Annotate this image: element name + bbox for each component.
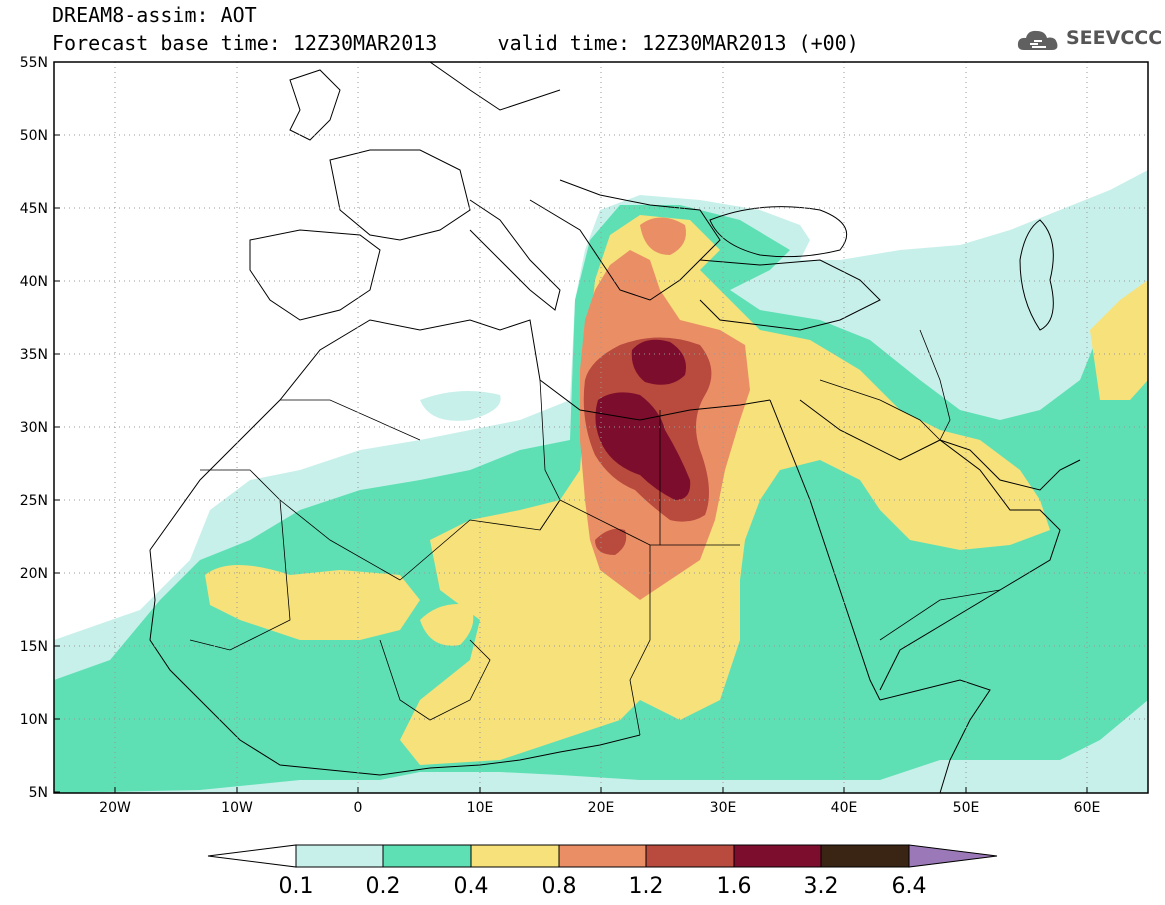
aot-region-0.4 xyxy=(400,215,1050,765)
lon-label: 30E xyxy=(710,800,737,816)
coastline-arabia xyxy=(799,399,1061,691)
coastline-iberia xyxy=(249,229,381,321)
colorbar-bin xyxy=(733,844,822,868)
colorbar-bin xyxy=(382,844,472,868)
logo-text: SEEVCCC xyxy=(1066,27,1163,49)
colorbar-bin xyxy=(820,844,910,868)
lat-label: 10N xyxy=(20,712,48,728)
longitude-labels: 20W 10W 0 10E 20E 30E 40E 50E 60E xyxy=(99,800,1100,816)
coastline-turkey xyxy=(699,259,881,331)
map-title: DREAM8-assim: AOT xyxy=(52,3,257,27)
aot-region-0.4-saharan xyxy=(205,565,420,640)
lat-label: 40N xyxy=(20,274,48,290)
coastline-red-sea xyxy=(769,399,881,701)
coastline-west-africa xyxy=(149,549,641,776)
aot-region-1.6-libya xyxy=(595,392,691,500)
lat-label: 5N xyxy=(29,785,48,801)
aot-region-1.2-south xyxy=(595,528,627,555)
colorbar-tick-label: 0.2 xyxy=(366,874,401,899)
colorbar-under-arrow xyxy=(207,844,297,868)
colorbar-bin xyxy=(470,844,560,868)
border-chad-sudan xyxy=(629,545,651,736)
axis-ticks xyxy=(54,61,1088,793)
valid-time-label: valid time: 12Z30MAR2013 (+00) xyxy=(497,31,859,55)
border-nigeria xyxy=(379,639,491,721)
aot-region-0.1-north xyxy=(420,391,501,421)
colorbar-tick-label: 1.6 xyxy=(717,874,752,899)
aot-region-0.4-central xyxy=(420,604,474,646)
coastline-north-africa xyxy=(149,319,771,551)
latitude-labels: 55N 50N 45N 40N 35N 30N 25N 20N 15N 10N … xyxy=(20,55,48,801)
lat-label: 15N xyxy=(20,639,48,655)
lon-label: 10W xyxy=(221,800,253,816)
lon-label: 20E xyxy=(588,800,615,816)
border-mali-algeria xyxy=(279,499,401,581)
lat-label: 30N xyxy=(20,420,48,436)
lat-label: 25N xyxy=(20,493,48,509)
coastlines xyxy=(149,62,1081,793)
coastline-caspian xyxy=(1019,219,1054,331)
country-borders xyxy=(189,329,1001,736)
coastline-persian-gulf xyxy=(939,439,1081,491)
border-saudi-iraq xyxy=(819,379,941,441)
coastline-scandinavia xyxy=(429,62,561,111)
seevccc-logo: SEEVCCC xyxy=(1016,24,1162,56)
gridlines xyxy=(54,62,1148,793)
colorbar-bin xyxy=(558,844,647,868)
border-iran-iraq xyxy=(919,329,951,441)
lon-label: 40E xyxy=(831,800,858,816)
colorbar-tick-label: 6.4 xyxy=(892,874,927,899)
colorbar-tick-label: 1.2 xyxy=(629,874,664,899)
aot-region-1.6 xyxy=(631,339,686,385)
lon-label: 60E xyxy=(1074,800,1101,816)
map-subtitle: Forecast base time: 12Z30MAR2013 valid t… xyxy=(52,32,859,54)
colorbar-tick-label: 0.4 xyxy=(454,874,489,899)
lat-label: 45N xyxy=(20,201,48,217)
lat-label: 20N xyxy=(20,566,48,582)
lat-label: 55N xyxy=(20,55,48,71)
cloud-icon xyxy=(1017,30,1058,50)
coastline-balkans xyxy=(529,179,721,301)
colorbar xyxy=(207,844,998,868)
coastline-france xyxy=(329,149,471,241)
aot-region-0.8-north xyxy=(640,217,686,255)
colorbar-bin xyxy=(645,844,735,868)
coastline-italy xyxy=(469,199,561,311)
colorbar-tick-label: 0.8 xyxy=(542,874,577,899)
colorbar-bin xyxy=(295,844,384,868)
coastline-britain xyxy=(289,69,341,141)
border-saudi-yemen xyxy=(879,589,1001,641)
border-niger-algeria xyxy=(399,499,561,581)
border-mauritania xyxy=(189,469,291,651)
colorbar-tick-label: 3.2 xyxy=(804,874,839,899)
coastline-horn-africa xyxy=(879,679,991,793)
colorbar-over-arrow xyxy=(908,844,998,868)
lon-label: 10E xyxy=(467,800,494,816)
base-time-label: Forecast base time: 12Z30MAR2013 xyxy=(52,31,438,55)
aot-region-0.4-arabia-east xyxy=(1090,280,1148,400)
colorbar-labels: 0.1 0.2 0.4 0.8 1.2 1.6 3.2 6.4 xyxy=(279,874,927,899)
lat-label: 50N xyxy=(20,128,48,144)
coastline-black-sea xyxy=(709,206,848,258)
lon-label: 50E xyxy=(953,800,980,816)
lon-label: 20W xyxy=(99,800,131,816)
lon-label: 0 xyxy=(354,800,363,816)
lat-label: 35N xyxy=(20,347,48,363)
colorbar-tick-label: 0.1 xyxy=(279,874,314,899)
